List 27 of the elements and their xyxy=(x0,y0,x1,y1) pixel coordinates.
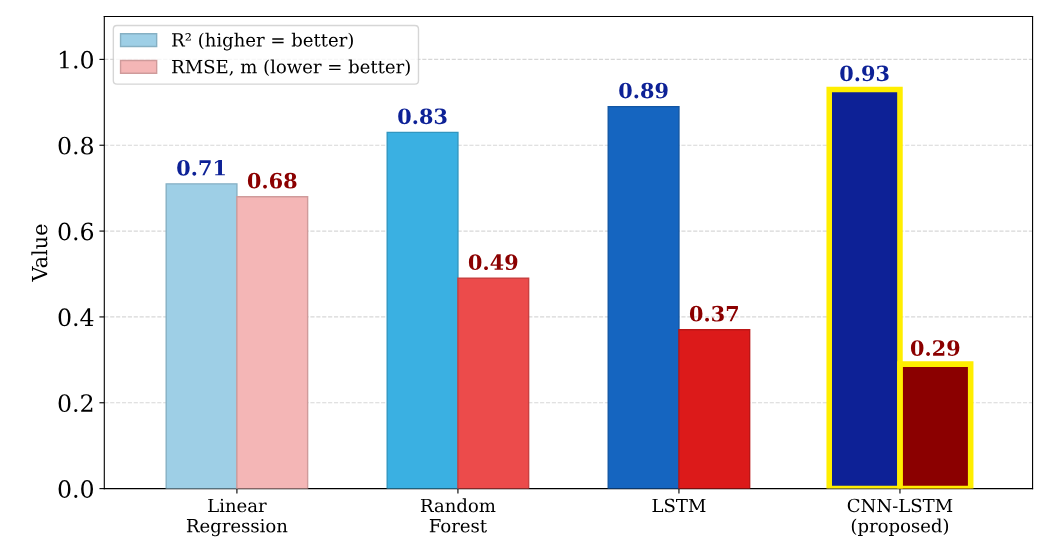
y-tick-label: 0.4 xyxy=(58,308,94,327)
y-tick-label: 0.6 xyxy=(58,222,94,241)
y-tick-label: 0.0 xyxy=(58,480,94,498)
bar xyxy=(607,105,680,489)
bar xyxy=(236,196,309,489)
bar xyxy=(457,277,530,489)
data-label: 0.83 xyxy=(398,108,447,125)
data-label: 0.37 xyxy=(689,305,738,322)
data-label: 0.68 xyxy=(247,172,297,189)
y-axis-title: Value xyxy=(31,224,48,282)
y-tick-label: 0.8 xyxy=(58,136,93,155)
bar xyxy=(386,131,459,489)
legend-label: RMSE, m (lower = better) xyxy=(172,59,410,77)
data-label: 0.71 xyxy=(177,159,225,176)
bar xyxy=(678,329,751,489)
y-tick-label: 0.2 xyxy=(58,394,93,413)
data-label: 0.89 xyxy=(619,82,668,99)
x-tick-label: CNN-LSTM (proposed) xyxy=(847,498,953,537)
x-tick-label: Random Forest xyxy=(420,498,496,533)
data-label: 0.93 xyxy=(840,65,889,82)
data-label: 0.49 xyxy=(468,254,518,271)
legend-label: R² (higher = better) xyxy=(172,32,353,51)
y-tick-label: 1.0 xyxy=(59,50,94,69)
bar xyxy=(165,183,238,489)
x-tick-label: LSTM xyxy=(652,498,706,513)
x-tick-label: Linear Regression xyxy=(186,498,288,537)
data-label: 0.29 xyxy=(910,340,960,356)
